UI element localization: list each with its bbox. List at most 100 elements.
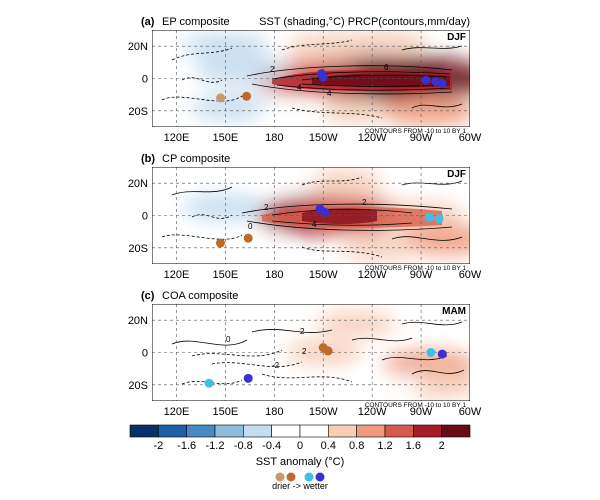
panel-a-lon-tick-7: 60W — [459, 132, 482, 144]
panel-c-lat-tick-3: 20S — [128, 380, 148, 392]
panel-c-contour-label-4: -2 — [272, 361, 280, 370]
panel-c-lon-tick-3: 180 — [265, 406, 283, 418]
colorbar-swatch-11 — [413, 424, 442, 438]
panel-a-lat-tick-3: 20S — [128, 106, 148, 118]
panel-c-sst-patch-5 — [177, 315, 257, 342]
panel-c-lat-tick-1: 20N — [128, 315, 148, 327]
panel-b-sst-patch-9 — [242, 167, 323, 194]
panel-c-stations — [204, 343, 447, 388]
panel-b-lon-tick-7: 60W — [459, 269, 482, 281]
panel-c-station-dot-2 — [243, 373, 253, 383]
panel-a-lon-tick-1: 120E — [164, 132, 190, 144]
colorbar-tick-9: 1.2 — [377, 440, 392, 452]
legend-dot-dry — [286, 472, 296, 482]
panel-b-lat-ticks: 20N 0 20S — [128, 178, 148, 255]
panel-c-lon-tick-6: 90W — [410, 406, 433, 418]
panel-c-gridlines — [152, 304, 470, 401]
panel-a-station-dot-1 — [215, 93, 225, 103]
panel-c-season: MAM — [442, 306, 466, 317]
panel-b-contour-label-2: 2 — [362, 198, 367, 207]
panel-c-lat-tick-2: 0 — [142, 348, 148, 360]
panel-a-contour-label-2: 6 — [384, 63, 389, 72]
colorbar: -2 -1.6 -1.2 -0.8 -0.4 0 0.4 0.8 1.2 1.6 2 — [129, 424, 471, 452]
colorbar-tick-6: 0 — [297, 440, 303, 452]
panel-b-tag: (b) — [141, 153, 155, 165]
panel-c: (c) COA composite 0 2 2 -2 — [128, 290, 482, 418]
panel-b-lon-ticks: 120E 150E 180 150W 120W 90W 60W — [164, 269, 482, 281]
panel-b-title: CP composite — [162, 153, 230, 165]
panel-c-title: COA composite — [162, 290, 238, 302]
panel-c-map: 0 2 2 -2 — [152, 304, 470, 401]
panel-a-lat-ticks: 20N 0 20S — [128, 41, 148, 118]
panel-b-sst-patch-5 — [210, 231, 290, 258]
panel-a-contour-label-3: 4 — [297, 83, 302, 92]
panel-c-sst-patch-8 — [242, 368, 323, 395]
panel-b-lon-tick-5: 120W — [358, 269, 387, 281]
panel-c-station-dot-1 — [204, 378, 214, 388]
panel-a-title: EP composite — [162, 16, 230, 28]
colorbar-swatch-3 — [186, 424, 216, 438]
panel-c-lon-tick-7: 60W — [459, 406, 482, 418]
panel-a-station-dot-4 — [318, 72, 328, 82]
panel-a-gridlines — [152, 30, 470, 127]
panel-a-lon-tick-4: 150W — [309, 132, 338, 144]
panel-b-lon-tick-1: 120E — [164, 269, 190, 281]
panel-c-lon-tick-4: 150W — [309, 406, 338, 418]
panel-a-sst-patch-8 — [348, 30, 429, 57]
panel-a-sst-patch-10 — [382, 95, 470, 127]
panel-b-lon-tick-3: 180 — [265, 269, 283, 281]
panel-b-lon-tick-2: 150E — [213, 269, 239, 281]
panel-a-sst-patch-9 — [316, 97, 396, 125]
colorbar-tick-7: 0.4 — [321, 440, 336, 452]
panel-a-stations — [215, 69, 447, 103]
panel-b-lat-tick-3: 20S — [128, 243, 148, 255]
colorbar-label: SST anomaly (°C) — [256, 456, 345, 468]
panel-a-lon-ticks: 120E 150E 180 150W 120W 90W 60W — [164, 132, 482, 144]
panel-b-station-dot-2 — [243, 233, 253, 243]
panel-a-lon-tick-3: 180 — [265, 132, 283, 144]
panel-b-contour-note: CONTOURS FROM -10 to 10 BY 1 — [365, 265, 467, 272]
panel-b-station-dot-4 — [320, 207, 330, 217]
colorbar-swatch-12 — [441, 424, 471, 438]
colorbar-tick-8: 0.8 — [349, 440, 364, 452]
panel-a-lat-tick-1: 20N — [128, 41, 148, 53]
panel-c-lon-tick-2: 150E — [213, 406, 239, 418]
panel-a-map: 2 6 4 4 — [152, 30, 470, 127]
colorbar-tick-1: -2 — [153, 440, 163, 452]
colorbar-swatch-1 — [129, 424, 159, 438]
colorbar-swatch-8 — [328, 424, 357, 438]
panel-a-lon-tick-6: 90W — [410, 132, 433, 144]
panel-c-sst-patch-7 — [316, 310, 396, 337]
colorbar-swatch-6 — [271, 424, 301, 438]
panel-a-contour-label-1: 2 — [270, 65, 275, 74]
panel-a-tag: (a) — [141, 16, 155, 28]
panel-b-map: 2 2 4 0 — [152, 167, 470, 264]
panel-c-lon-tick-5: 120W — [358, 406, 387, 418]
colorbar-tick-11: 2 — [439, 440, 445, 452]
legend-dot-wet — [304, 472, 314, 482]
panel-a-header-right: SST (shading,°C) PRCP(contours,mm/day) — [259, 16, 470, 28]
panel-c-contour-label-1: 0 — [226, 335, 231, 344]
panel-a-lon-tick-5: 120W — [358, 132, 387, 144]
legend-dot-wettest — [315, 472, 325, 482]
panel-b-station-dot-5 — [424, 212, 434, 222]
panel-a-station-dot-2 — [242, 91, 252, 101]
colorbar-swatch-5 — [243, 424, 272, 438]
panel-c-contour-label-3: 2 — [302, 347, 307, 356]
panel-b-contour-labels: 2 2 4 0 — [248, 198, 367, 231]
panel-b-lon-tick-6: 90W — [410, 269, 433, 281]
panel-b-stations — [215, 204, 444, 248]
panel-c-lon-tick-1: 120E — [164, 406, 190, 418]
panel-a-lat-tick-2: 0 — [142, 74, 148, 86]
colorbar-tick-2: -1.6 — [177, 440, 196, 452]
panel-a-sst-patch-11 — [254, 102, 327, 127]
panel-b-station-dot-1 — [215, 238, 225, 248]
panel-c-lat-ticks: 20N 0 20S — [128, 315, 148, 392]
panel-c-contours — [171, 321, 465, 385]
colorbar-swatch-9 — [356, 424, 386, 438]
panel-b-lon-tick-4: 150W — [309, 269, 338, 281]
legend-dots — [275, 472, 325, 482]
panel-b-station-dot-6 — [434, 214, 444, 224]
panel-c-station-dot-6 — [437, 349, 447, 359]
